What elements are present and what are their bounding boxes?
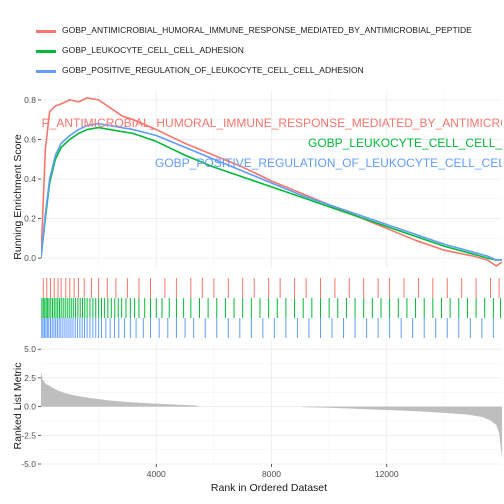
y-axis-title-enrichment: Running Enrichment Score: [12, 134, 24, 260]
x-axis-title: Rank in Ordered Dataset: [211, 482, 327, 494]
y-tick-label: -2.5: [21, 430, 36, 440]
x-tick-label: 12000: [375, 469, 399, 479]
y-tick-label: 0.6: [24, 134, 36, 144]
annotation-blue: GOBP_POSITIVE_REGULATION_OF_LEUKOCYTE_CE…: [155, 156, 504, 170]
x-tick-label: 8000: [262, 469, 281, 479]
series-annotations: GOBP_ANTIMICROBIAL_HUMORAL_IMMUNE_RESPON…: [15, 116, 504, 170]
y-tick-label: 0.0: [24, 402, 36, 412]
annotation-green: GOBP_LEUKOCYTE_CELL_CELL_ADHESION: [308, 136, 504, 150]
annotation-red: GOBP_ANTIMICROBIAL_HUMORAL_IMMUNE_RESPON…: [15, 116, 504, 130]
y-tick-label: 0.0: [24, 253, 36, 263]
legend-key-blue: [36, 70, 56, 73]
legend-key-red: [36, 30, 56, 33]
legend-label: GOBP_LEUKOCYTE_CELL_CELL_ADHESION: [62, 45, 244, 55]
legend-key-green: [36, 50, 56, 53]
y-tick-label: 5.0: [24, 344, 36, 354]
legend-label: GOBP_ANTIMICROBIAL_HUMORAL_IMMUNE_RESPON…: [62, 25, 472, 35]
y-tick-label: 0.8: [24, 95, 36, 105]
y-tick-label: -5.0: [21, 459, 36, 469]
enrichment-grid: [41, 90, 502, 268]
y-tick-label: 0.2: [24, 214, 36, 224]
es-line-series-2: [41, 126, 502, 261]
legend-label: GOBP_POSITIVE_REGULATION_OF_LEUKOCYTE_CE…: [62, 65, 364, 75]
y-tick-label: 0.4: [24, 174, 36, 184]
enrichment-lines: [41, 97, 502, 267]
es-line-series-1: [41, 97, 502, 267]
axes: 0.0 0.2 0.4 0.6 0.8 -5.0 -2.5 0.0 2.5 5.0 4000 8000…: [21, 95, 398, 479]
es-line-series-3: [41, 122, 502, 261]
y-tick-label: 2.5: [24, 373, 36, 383]
ranked-metric-grid: [41, 340, 502, 465]
x-tick-label: 4000: [147, 469, 166, 479]
gene-hit-ticks: [41, 278, 502, 338]
y-axis-title-ranked-metric: Ranked List Metric: [12, 363, 24, 450]
